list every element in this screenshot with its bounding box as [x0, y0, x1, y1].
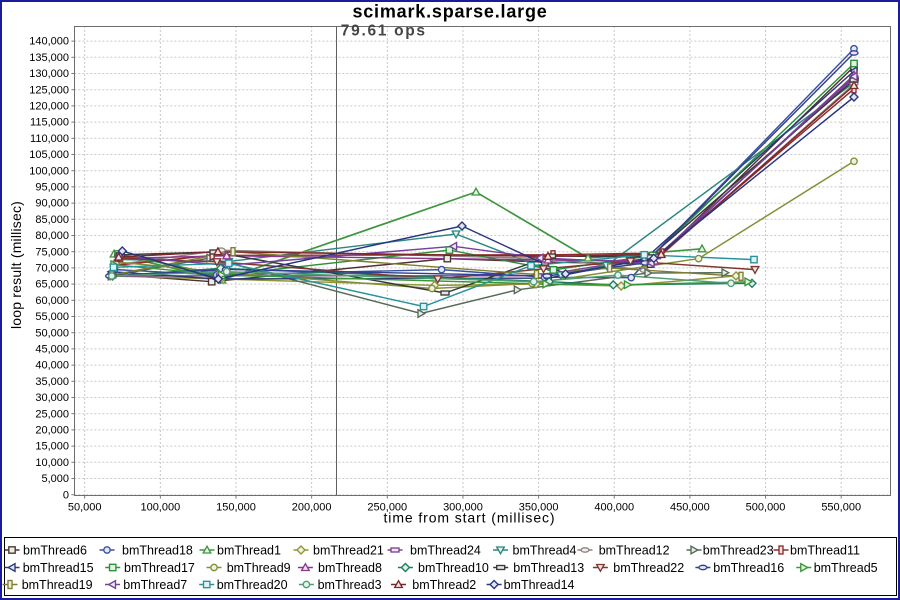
- svg-text:120,000: 120,000: [29, 101, 69, 113]
- svg-text:50,000: 50,000: [68, 502, 102, 514]
- svg-text:bmThread5: bmThread5: [814, 561, 878, 575]
- svg-text:79.61 ops: 79.61 ops: [341, 23, 427, 40]
- svg-text:60,000: 60,000: [35, 295, 69, 307]
- svg-text:bmThread3: bmThread3: [318, 578, 382, 592]
- svg-text:25,000: 25,000: [35, 408, 69, 420]
- svg-text:bmThread14: bmThread14: [504, 578, 575, 592]
- svg-text:bmThread15: bmThread15: [23, 561, 94, 575]
- svg-text:400,000: 400,000: [594, 502, 634, 514]
- svg-text:bmThread19: bmThread19: [22, 578, 93, 592]
- svg-text:90,000: 90,000: [35, 198, 69, 210]
- svg-text:50,000: 50,000: [35, 327, 69, 339]
- svg-text:bmThread24: bmThread24: [410, 543, 481, 557]
- svg-text:45,000: 45,000: [35, 344, 69, 356]
- svg-text:350,000: 350,000: [519, 502, 559, 514]
- svg-text:300,000: 300,000: [443, 502, 483, 514]
- svg-text:550,000: 550,000: [821, 502, 861, 514]
- svg-text:135,000: 135,000: [29, 52, 69, 64]
- svg-text:105,000: 105,000: [29, 149, 69, 161]
- svg-text:200,000: 200,000: [292, 502, 332, 514]
- svg-text:450,000: 450,000: [670, 502, 710, 514]
- svg-text:bmThread10: bmThread10: [418, 561, 489, 575]
- svg-text:15,000: 15,000: [35, 441, 69, 453]
- svg-text:250,000: 250,000: [367, 502, 407, 514]
- svg-text:110,000: 110,000: [30, 133, 69, 145]
- svg-text:time from start (millisec): time from start (millisec): [384, 510, 556, 526]
- svg-text:bmThread4: bmThread4: [513, 543, 577, 557]
- svg-text:bmThread7: bmThread7: [123, 578, 187, 592]
- svg-text:scimark.sparse.large: scimark.sparse.large: [352, 2, 547, 22]
- svg-text:loop result (millisec): loop result (millisec): [8, 201, 24, 329]
- svg-text:140,000: 140,000: [29, 36, 69, 48]
- svg-text:65,000: 65,000: [35, 279, 69, 291]
- svg-text:125,000: 125,000: [29, 84, 69, 96]
- svg-text:75,000: 75,000: [35, 246, 69, 258]
- svg-text:40,000: 40,000: [35, 360, 69, 372]
- svg-text:115,000: 115,000: [30, 117, 69, 129]
- svg-text:30,000: 30,000: [35, 392, 69, 404]
- svg-text:20,000: 20,000: [35, 425, 69, 437]
- svg-text:500,000: 500,000: [746, 502, 786, 514]
- svg-text:95,000: 95,000: [35, 182, 69, 194]
- svg-text:bmThread8: bmThread8: [318, 561, 382, 575]
- svg-text:bmThread2: bmThread2: [412, 578, 476, 592]
- svg-text:bmThread21: bmThread21: [313, 543, 384, 557]
- svg-text:70,000: 70,000: [35, 263, 69, 275]
- svg-text:bmThread1: bmThread1: [217, 543, 281, 557]
- svg-text:55,000: 55,000: [35, 311, 69, 323]
- svg-text:bmThread6: bmThread6: [23, 543, 87, 557]
- svg-text:bmThread23: bmThread23: [703, 543, 774, 557]
- svg-text:bmThread22: bmThread22: [613, 561, 684, 575]
- svg-text:bmThread16: bmThread16: [713, 561, 784, 575]
- svg-text:bmThread18: bmThread18: [122, 543, 193, 557]
- svg-text:bmThread13: bmThread13: [513, 561, 584, 575]
- svg-text:bmThread12: bmThread12: [599, 543, 670, 557]
- svg-text:100,000: 100,000: [140, 502, 180, 514]
- svg-text:bmThread11: bmThread11: [790, 543, 860, 557]
- svg-text:bmThread17: bmThread17: [124, 561, 195, 575]
- svg-text:5,000: 5,000: [41, 473, 69, 485]
- svg-text:85,000: 85,000: [35, 214, 69, 226]
- svg-text:150,000: 150,000: [216, 502, 256, 514]
- svg-text:100,000: 100,000: [29, 165, 69, 177]
- svg-text:130,000: 130,000: [29, 68, 69, 80]
- svg-text:0: 0: [63, 489, 69, 501]
- svg-text:35,000: 35,000: [35, 376, 69, 388]
- svg-text:10,000: 10,000: [35, 457, 69, 469]
- svg-text:80,000: 80,000: [35, 230, 69, 242]
- svg-text:bmThread9: bmThread9: [227, 561, 291, 575]
- svg-text:bmThread20: bmThread20: [217, 578, 288, 592]
